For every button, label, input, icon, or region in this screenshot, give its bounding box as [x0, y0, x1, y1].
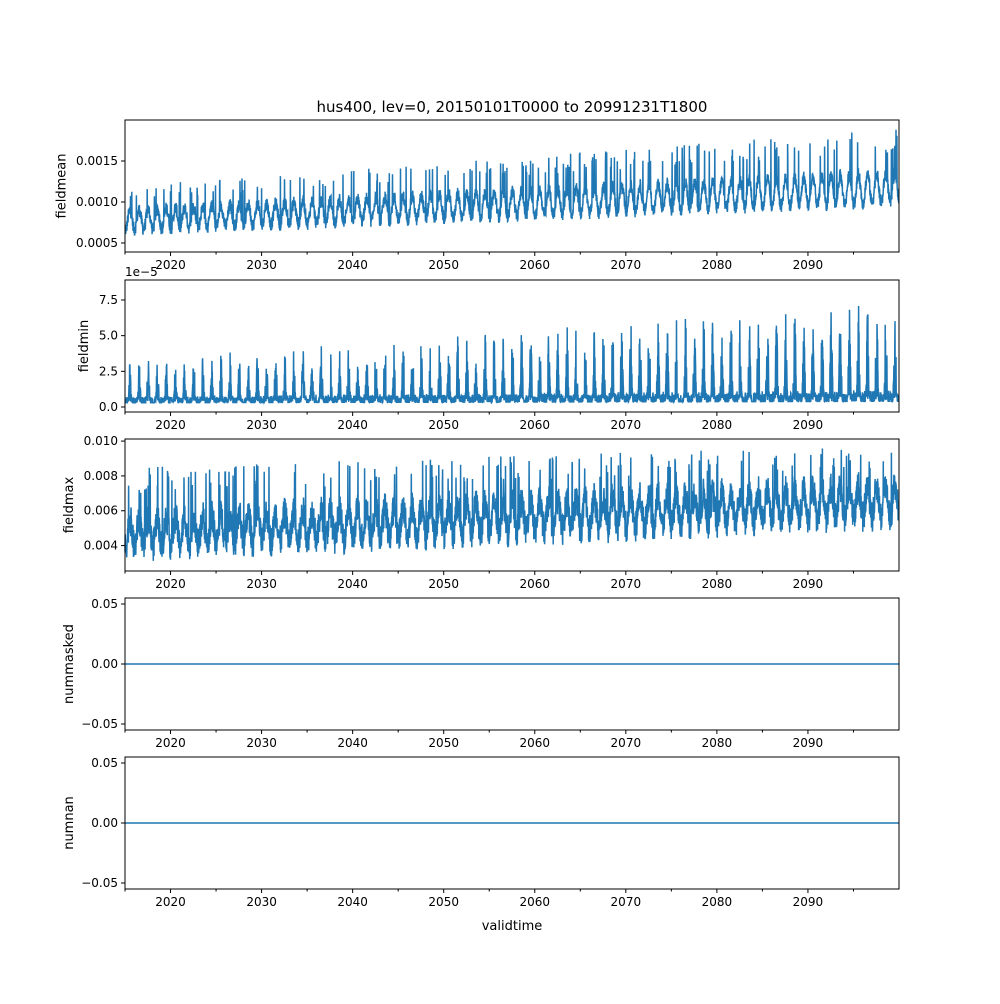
- y-tick-label: 0.0005: [76, 236, 118, 250]
- panel-fieldmin: 2020 2030 2040 2050 2060 2070 2080 2090 0.0 2.5 5.…: [77, 265, 900, 432]
- y-tick-label: 0.0: [99, 400, 118, 414]
- x-tick-label: 2030: [246, 258, 277, 272]
- x-tick-label: 2040: [337, 258, 368, 272]
- x-tick-label: 2090: [793, 736, 824, 750]
- chart-title: hus400, lev=0, 20150101T0000 to 20991231…: [317, 98, 708, 116]
- x-tick-label: 2050: [428, 258, 459, 272]
- y-tick-label: 0.004: [84, 539, 118, 553]
- x-tick-label: 2030: [246, 418, 277, 432]
- x-tick-label: 2090: [793, 258, 824, 272]
- x-tick-label: 2080: [702, 577, 733, 591]
- x-tick-label: 2060: [519, 736, 550, 750]
- y-axis-label: fieldmean: [54, 154, 69, 219]
- y-tick-label: 5.0: [99, 329, 118, 343]
- x-axis-label: validtime: [482, 919, 543, 934]
- fieldmax-series-line: [124, 448, 900, 561]
- x-tick-label: 2020: [155, 577, 186, 591]
- x-tick-label: 2060: [519, 418, 550, 432]
- x-tick-label: 2080: [702, 736, 733, 750]
- panel-fieldmean: 2020 2030 2040 2050 2060 2070 2080 2090 0.0005 0.…: [54, 119, 900, 272]
- x-tick-label: 2050: [428, 577, 459, 591]
- x-tick-label: 2030: [246, 736, 277, 750]
- y-axis-label: fieldmax: [62, 477, 77, 534]
- panel-nummasked: 2020 2030 2040 2050 2060 2070 2080 2090 −0.05 0.0…: [62, 597, 900, 750]
- y-offset-text: 1e−5: [125, 265, 158, 279]
- fieldmean-series-line: [124, 129, 900, 236]
- x-tick-label: 2050: [428, 895, 459, 909]
- y-tick-label: 0.008: [84, 469, 118, 483]
- x-tick-label: 2070: [611, 258, 642, 272]
- x-tick-label: 2090: [793, 418, 824, 432]
- x-tick-label: 2080: [702, 258, 733, 272]
- y-tick-label: 0.0015: [76, 154, 118, 168]
- x-tick-label: 2040: [337, 577, 368, 591]
- y-tick-label: 0.05: [91, 597, 118, 611]
- x-tick-label: 2070: [611, 736, 642, 750]
- x-tick-label: 2030: [246, 895, 277, 909]
- x-tick-label: 2060: [519, 895, 550, 909]
- y-tick-label: 0.00: [91, 657, 118, 671]
- y-tick-label: −0.05: [81, 876, 118, 890]
- y-axis-label: numnan: [62, 796, 77, 850]
- x-tick-label: 2020: [155, 895, 186, 909]
- y-tick-label: 0.010: [84, 434, 118, 448]
- x-tick-label: 2060: [519, 577, 550, 591]
- axes-frame: [124, 438, 900, 572]
- y-tick-label: 7.5: [99, 293, 118, 307]
- x-tick-label: 2040: [337, 736, 368, 750]
- panel-fieldmax: 2020 2030 2040 2050 2060 2070 2080 2090 0.004 0.0…: [62, 434, 900, 591]
- y-axis-label: nummasked: [62, 624, 77, 704]
- y-tick-label: 0.00: [91, 816, 118, 830]
- x-tick-label: 2090: [793, 895, 824, 909]
- x-tick-label: 2030: [246, 577, 277, 591]
- x-tick-label: 2020: [155, 258, 186, 272]
- fieldmin-series-line: [124, 305, 900, 405]
- x-tick-label: 2080: [702, 895, 733, 909]
- x-tick-label: 2040: [337, 895, 368, 909]
- axes-frame: [124, 119, 900, 253]
- x-tick-label: 2060: [519, 258, 550, 272]
- y-tick-label: 0.05: [91, 756, 118, 770]
- x-tick-label: 2090: [793, 577, 824, 591]
- y-tick-label: −0.05: [81, 717, 118, 731]
- x-tick-label: 2070: [611, 895, 642, 909]
- y-tick-label: 0.006: [84, 504, 118, 518]
- y-tick-label: 2.5: [99, 364, 118, 378]
- x-tick-label: 2050: [428, 736, 459, 750]
- x-tick-label: 2070: [611, 577, 642, 591]
- x-tick-label: 2020: [155, 736, 186, 750]
- x-tick-label: 2080: [702, 418, 733, 432]
- y-axis-label: fieldmin: [77, 320, 92, 373]
- x-tick-label: 2020: [155, 418, 186, 432]
- axes-frame: [124, 279, 900, 413]
- x-tick-label: 2050: [428, 418, 459, 432]
- x-tick-label: 2040: [337, 418, 368, 432]
- panel-numnan: 2020 2030 2040 2050 2060 2070 2080 2090 −0.05 0.0…: [62, 756, 900, 909]
- y-tick-label: 0.0010: [76, 195, 118, 209]
- x-tick-label: 2070: [611, 418, 642, 432]
